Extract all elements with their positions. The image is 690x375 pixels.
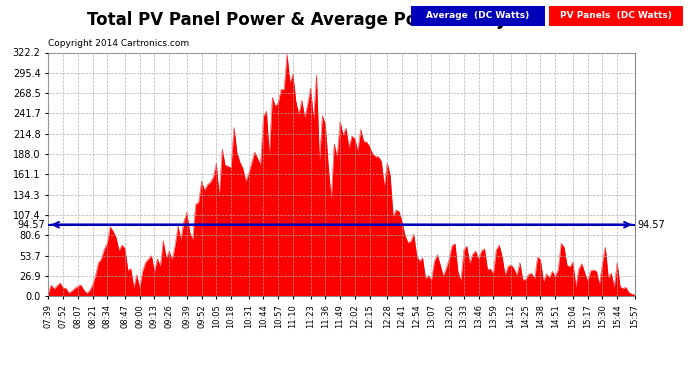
Text: 94.57: 94.57	[638, 220, 665, 230]
Text: Copyright 2014 Cartronics.com: Copyright 2014 Cartronics.com	[48, 39, 190, 48]
Text: Average  (DC Watts): Average (DC Watts)	[426, 12, 529, 21]
Text: Total PV Panel Power & Average Power Thu Jan 9 16:09: Total PV Panel Power & Average Power Thu…	[87, 11, 603, 29]
Text: PV Panels  (DC Watts): PV Panels (DC Watts)	[560, 12, 672, 21]
Text: 94.57: 94.57	[18, 220, 46, 230]
